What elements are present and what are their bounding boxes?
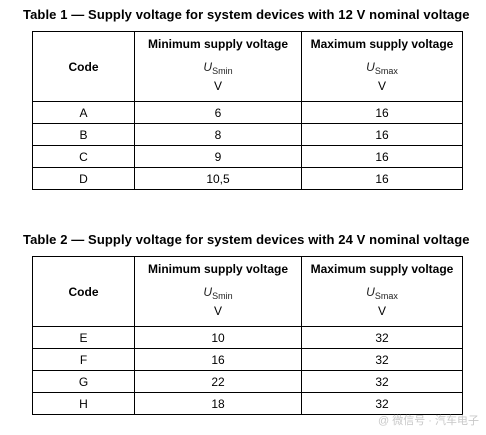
supply-voltage-table-24v: Code Minimum supply voltage USmin V Maxi… [32,256,463,415]
code-column-header: Code [32,31,135,102]
table-2-caption: Table 2 — Supply voltage for system devi… [23,232,470,247]
code-cell: C [32,145,135,168]
max-voltage-cell: 32 [301,370,463,393]
code-cell: E [32,326,135,349]
max-voltage-cell: 32 [301,392,463,415]
max-voltage-cell: 32 [301,326,463,349]
min-voltage-unit: V [213,78,222,93]
table-row: E 10 32 [32,326,463,349]
min-voltage-cell: 9 [134,145,302,168]
code-cell: F [32,348,135,371]
table-row: B 8 16 [32,123,463,146]
code-cell: A [32,101,135,124]
table-row: A 6 16 [32,101,463,124]
max-voltage-unit: V [377,303,386,318]
table-1-caption: Table 1 — Supply voltage for system devi… [23,7,470,22]
max-voltage-cell: 16 [301,101,463,124]
table-row: C 9 16 [32,145,463,168]
watermark: @ 微信号 · 汽车电子 [378,415,479,427]
table-header-row: Code Minimum supply voltage USmin V Maxi… [32,31,463,102]
table-row: H 18 32 [32,392,463,415]
max-voltage-symbol: USmax [366,284,398,301]
code-cell: H [32,392,135,415]
min-voltage-symbol: USmin [203,59,233,76]
min-voltage-cell: 18 [134,392,302,415]
max-voltage-column-header: Maximum supply voltage USmax V [301,256,463,327]
min-voltage-cell: 10 [134,326,302,349]
code-cell: B [32,123,135,146]
max-voltage-title: Maximum supply voltage [310,261,454,276]
table-row: G 22 32 [32,370,463,393]
min-voltage-cell: 8 [134,123,302,146]
code-column-header: Code [32,256,135,327]
table-header-row: Code Minimum supply voltage USmin V Maxi… [32,256,463,327]
code-cell: G [32,370,135,393]
min-voltage-cell: 6 [134,101,302,124]
max-voltage-cell: 16 [301,123,463,146]
min-voltage-unit: V [213,303,222,318]
min-voltage-title: Minimum supply voltage [147,261,288,276]
max-voltage-symbol: USmax [366,59,398,76]
max-voltage-cell: 32 [301,348,463,371]
max-voltage-unit: V [377,78,386,93]
code-cell: D [32,167,135,190]
table-row: F 16 32 [32,348,463,371]
min-voltage-column-header: Minimum supply voltage USmin V [134,31,302,102]
min-voltage-column-header: Minimum supply voltage USmin V [134,256,302,327]
max-voltage-title: Maximum supply voltage [310,36,454,51]
min-voltage-cell: 16 [134,348,302,371]
min-voltage-cell: 22 [134,370,302,393]
min-voltage-cell: 10,5 [134,167,302,190]
max-voltage-column-header: Maximum supply voltage USmax V [301,31,463,102]
supply-voltage-table-12v: Code Minimum supply voltage USmin V Maxi… [32,31,463,190]
max-voltage-cell: 16 [301,145,463,168]
table-row: D 10,5 16 [32,167,463,190]
max-voltage-cell: 16 [301,167,463,190]
min-voltage-symbol: USmin [203,284,233,301]
min-voltage-title: Minimum supply voltage [147,36,288,51]
